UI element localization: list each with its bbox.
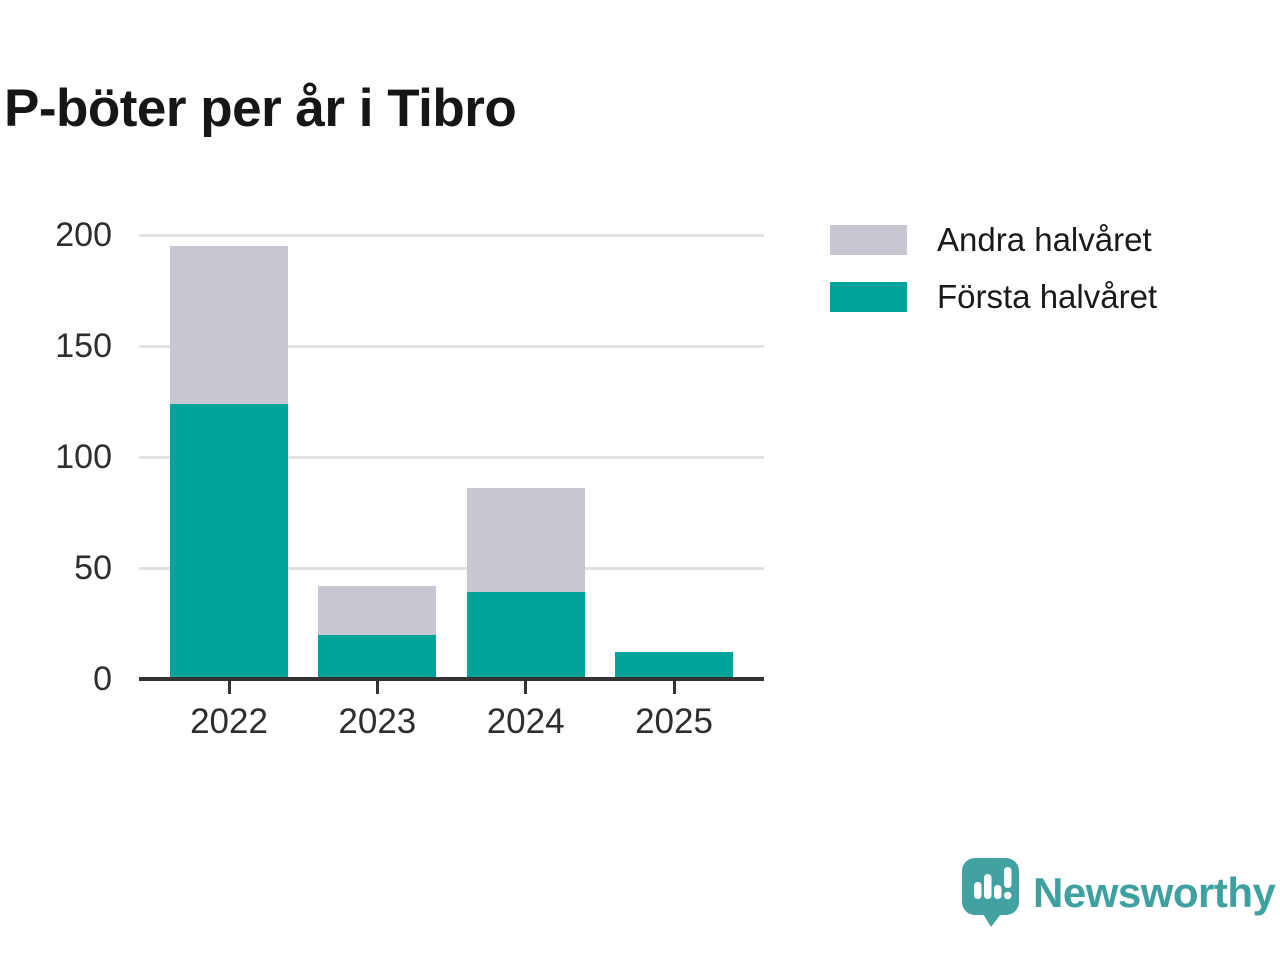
x-axis-tick	[227, 681, 231, 694]
newsworthy-logo-text: Newsworthy	[1033, 869, 1276, 916]
bar-segment	[170, 246, 288, 404]
x-axis-label: 2023	[338, 702, 417, 741]
y-axis-label: 100	[55, 438, 112, 476]
y-axis-label: 200	[55, 216, 112, 254]
gridline	[139, 455, 764, 459]
legend-label: Första halvåret	[937, 278, 1158, 315]
bar-segment	[466, 592, 585, 679]
bar-segment	[615, 652, 733, 679]
newsworthy-logo-icon	[962, 858, 1019, 927]
x-axis-label: 2024	[486, 702, 565, 741]
newsworthy-branding: Newsworthy	[962, 858, 1276, 928]
chart-title: P-böter per år i Tibro	[4, 78, 517, 138]
gridline	[139, 233, 764, 237]
y-axis-label: 50	[74, 549, 112, 587]
gridline	[139, 566, 764, 570]
legend: Andra halvåret Första halvåret	[830, 221, 1157, 315]
bar-segment	[318, 634, 437, 679]
x-axis-tick	[524, 681, 528, 694]
bar-segment	[318, 585, 437, 635]
x-axis-label: 2025	[635, 702, 713, 741]
legend-swatch-forsta-halvaret	[830, 282, 907, 312]
legend-swatch-andra-halvaret	[830, 225, 907, 255]
gridline	[139, 344, 764, 348]
bar-segment	[466, 488, 585, 593]
y-axis-label: 0	[93, 660, 112, 698]
legend-item-andra-halvaret: Andra halvåret	[830, 221, 1157, 258]
x-axis-label: 2022	[190, 702, 268, 741]
x-axis-tick	[672, 681, 676, 694]
legend-item-forsta-halvaret: Första halvåret	[830, 278, 1157, 315]
x-axis-tick	[375, 681, 379, 694]
bar-segment	[170, 403, 288, 679]
x-axis-line	[139, 677, 764, 681]
legend-label: Andra halvåret	[937, 221, 1152, 258]
y-axis-label: 150	[55, 327, 112, 365]
